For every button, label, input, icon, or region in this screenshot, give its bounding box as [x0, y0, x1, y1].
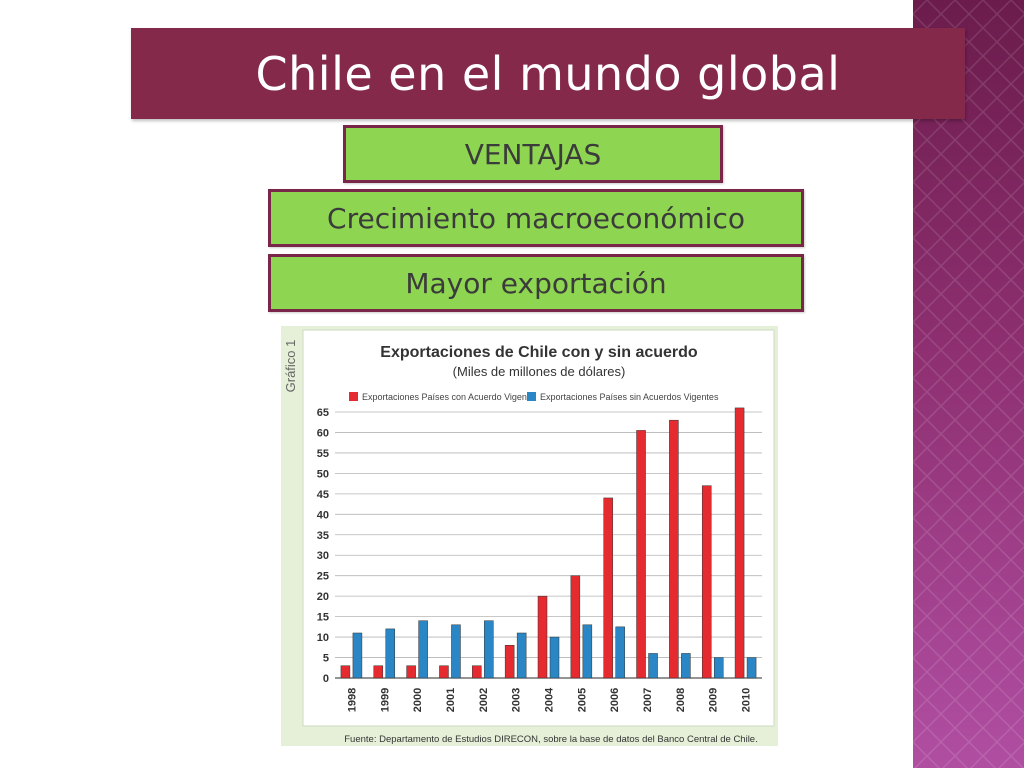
- y-tick-label: 10: [317, 632, 329, 644]
- y-tick-label: 45: [317, 489, 329, 501]
- y-tick-label: 65: [317, 407, 329, 419]
- x-tick-label: 2002: [478, 688, 490, 712]
- x-tick-label: 2009: [708, 688, 720, 712]
- x-tick-label: 2007: [642, 688, 654, 712]
- y-tick-label: 25: [317, 571, 329, 583]
- y-axis-ticks: 0 5 10 15 20 25 30 35 40 45 50 55 60 65: [317, 407, 329, 685]
- y-tick-label: 20: [317, 591, 329, 603]
- y-tick-label: 30: [317, 550, 329, 562]
- bar-con: [537, 595, 548, 679]
- label-crecimiento: Crecimiento macroeconómico: [268, 189, 804, 247]
- bar-con: [701, 485, 712, 679]
- y-tick-label: 35: [317, 530, 329, 542]
- diamond-pattern: [913, 0, 1024, 768]
- bar-sin: [385, 628, 396, 679]
- bar-con: [636, 430, 646, 679]
- chart-title: Exportaciones de Chile con y sin acuerdo: [380, 344, 698, 361]
- bar-con: [504, 645, 515, 679]
- label-exportacion-text: Mayor exportación: [405, 266, 667, 300]
- chart-legend: Exportaciones Países con Acuerdo Vigente…: [349, 392, 719, 402]
- bar-sin: [713, 657, 724, 679]
- chart-side-label: Gráfico 1: [283, 340, 298, 393]
- bar-con: [669, 419, 679, 679]
- x-tick-label: 2003: [511, 688, 523, 712]
- bar-con: [472, 665, 482, 679]
- bar-sin: [352, 632, 363, 679]
- y-tick-label: 15: [317, 612, 329, 624]
- bar-sin: [648, 653, 658, 679]
- label-crecimiento-text: Crecimiento macroeconómico: [327, 201, 745, 235]
- legend-label-con: Exportaciones Países con Acuerdo Vigente: [362, 392, 534, 402]
- bar-con: [734, 407, 745, 679]
- y-tick-label: 40: [317, 509, 329, 521]
- decorative-side-band: [913, 0, 1024, 768]
- bar-con: [340, 665, 351, 679]
- x-tick-label: 2000: [412, 688, 424, 712]
- bar-con: [406, 665, 416, 679]
- legend-label-sin: Exportaciones Países sin Acuerdos Vigent…: [540, 392, 719, 402]
- y-tick-label: 60: [317, 427, 329, 439]
- bar-sin: [746, 657, 757, 679]
- bar-sin: [615, 626, 625, 679]
- slide-title: Chile en el mundo global: [255, 46, 841, 101]
- bar-con: [439, 665, 449, 679]
- y-tick-label: 0: [323, 673, 329, 685]
- bar-sin: [516, 632, 527, 679]
- x-tick-label: 1999: [379, 688, 391, 712]
- x-tick-label: 2010: [741, 688, 753, 712]
- chart-svg: Gráfico 1 Exportaciones de Chile con y s…: [283, 329, 775, 745]
- bar-con: [570, 575, 581, 679]
- chart-bars: [340, 407, 757, 679]
- bar-sin: [418, 620, 428, 679]
- chart-source: Fuente: Departamento de Estudios DIRECON…: [344, 734, 757, 745]
- x-tick-label: 2005: [576, 688, 588, 712]
- x-axis-ticks: 1998 1999 2000 2001 2002 2003 2004 2005 2006 2007…: [346, 687, 752, 712]
- x-tick-label: 2006: [609, 688, 621, 712]
- bar-sin: [681, 653, 691, 679]
- legend-swatch-sin: [527, 392, 536, 401]
- slide-title-bar: Chile en el mundo global: [131, 28, 965, 119]
- label-ventajas: VENTAJAS: [343, 125, 723, 183]
- x-tick-label: 1998: [346, 688, 358, 712]
- x-tick-label: 2001: [445, 688, 457, 712]
- x-tick-label: 2004: [544, 687, 556, 712]
- bar-sin: [582, 624, 593, 679]
- bar-con: [373, 665, 384, 679]
- chart-subtitle: (Miles de millones de dólares): [453, 364, 626, 379]
- bar-sin: [549, 636, 560, 679]
- exports-chart: Gráfico 1 Exportaciones de Chile con y s…: [281, 326, 778, 746]
- y-tick-label: 55: [317, 448, 329, 460]
- y-tick-label: 50: [317, 468, 329, 480]
- bar-sin: [484, 620, 494, 679]
- legend-swatch-con: [349, 392, 358, 401]
- x-tick-label: 2008: [675, 688, 687, 712]
- chart-grid: [335, 411, 762, 679]
- y-tick-label: 5: [323, 653, 329, 665]
- bar-con: [603, 497, 613, 679]
- label-exportacion: Mayor exportación: [268, 254, 804, 312]
- bar-sin: [451, 624, 461, 679]
- label-ventajas-text: VENTAJAS: [464, 137, 602, 171]
